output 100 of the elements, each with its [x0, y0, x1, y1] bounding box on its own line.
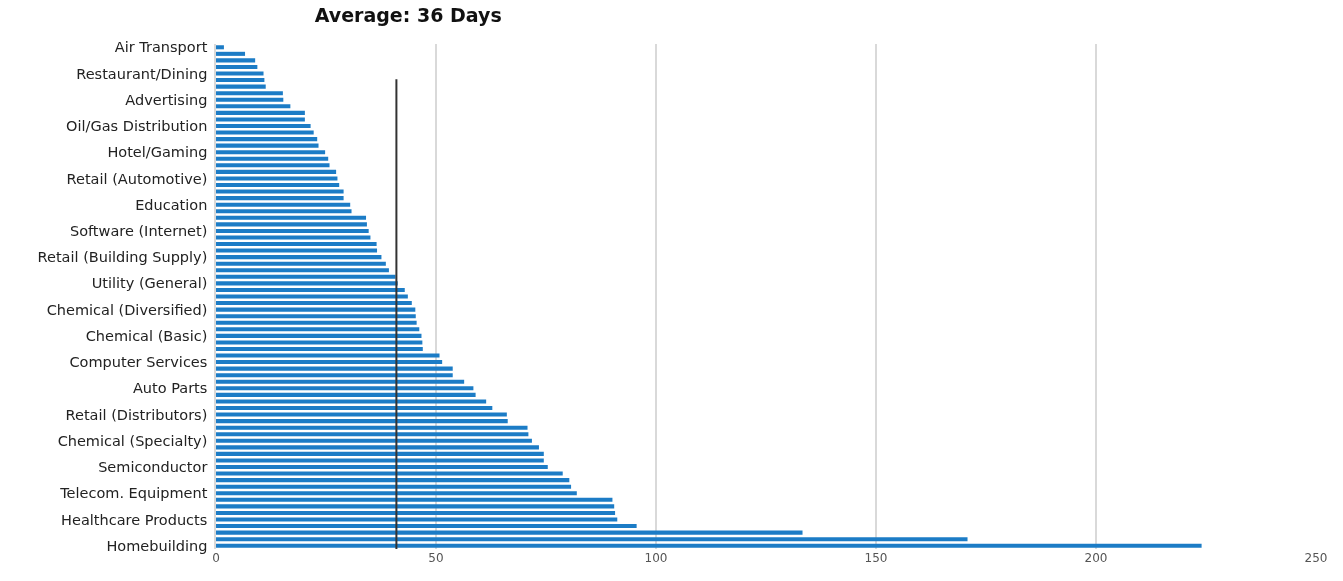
bar	[216, 497, 613, 502]
bar	[216, 156, 329, 161]
bar	[216, 524, 637, 529]
bar	[216, 301, 412, 306]
bar	[216, 412, 507, 417]
bar	[216, 261, 386, 266]
bar	[216, 84, 266, 89]
bar	[216, 196, 344, 201]
x-tick-label: 250	[1304, 551, 1328, 565]
bar	[216, 91, 283, 96]
bar	[216, 228, 369, 233]
bar	[216, 445, 539, 450]
bar	[216, 150, 326, 155]
y-tick-label: Chemical (Specialty)	[57, 432, 208, 449]
y-tick-label: Chemical (Diversified)	[46, 301, 208, 318]
bar	[216, 248, 378, 253]
y-tick-label: Computer Services	[69, 354, 208, 371]
y-tick-label: Advertising	[125, 91, 208, 108]
bar	[216, 491, 577, 496]
bar	[216, 327, 420, 332]
bar	[216, 143, 319, 148]
bar	[216, 373, 453, 378]
bar	[216, 287, 405, 292]
x-tick-label: 0	[212, 551, 220, 565]
bar	[216, 202, 351, 207]
bar	[216, 419, 508, 424]
y-tick-label: Retail (Distributors)	[65, 406, 208, 423]
bar	[216, 169, 337, 174]
bar	[216, 45, 224, 50]
bar	[216, 392, 476, 397]
bar	[216, 464, 548, 470]
bar	[216, 97, 284, 102]
bar	[216, 71, 264, 76]
bar	[216, 353, 440, 358]
bar	[216, 222, 367, 227]
bar	[216, 268, 389, 273]
bar	[216, 504, 615, 509]
bar	[216, 438, 532, 443]
bar	[216, 366, 453, 371]
bar	[216, 242, 377, 247]
bar	[216, 451, 544, 456]
bar	[216, 471, 563, 476]
bar	[216, 432, 529, 437]
bar	[216, 478, 570, 483]
y-tick-label: Homebuilding	[106, 537, 208, 554]
bar	[216, 58, 256, 63]
bar	[216, 314, 416, 319]
bar	[216, 64, 258, 69]
bar	[216, 320, 417, 325]
bar	[216, 543, 1202, 548]
y-tick-label: Restaurant/Dining	[76, 65, 208, 82]
bar	[216, 104, 291, 109]
bar	[216, 130, 314, 135]
x-tick-label: 100	[644, 551, 668, 565]
bar	[216, 235, 371, 240]
bar	[216, 274, 396, 279]
bar	[216, 163, 330, 168]
bar	[216, 182, 340, 188]
bar	[216, 255, 382, 260]
bar	[216, 340, 423, 345]
y-tick-label: Hotel/Gaming	[107, 144, 208, 161]
bar	[216, 209, 352, 214]
bar	[216, 137, 318, 142]
bar	[216, 399, 487, 404]
bar	[216, 117, 305, 122]
bar	[216, 484, 572, 489]
bar	[216, 307, 416, 312]
y-tick-label: Software (Internet)	[69, 222, 208, 239]
bar	[216, 517, 618, 522]
bar	[216, 458, 544, 463]
bar	[216, 333, 422, 338]
x-tick-label: 150	[864, 551, 888, 565]
bar	[216, 530, 803, 535]
bar	[216, 78, 265, 83]
y-tick-label: Chemical (Basic)	[85, 327, 208, 344]
y-tick-label: Oil/Gas Distribution	[66, 118, 208, 135]
bar	[216, 215, 367, 220]
bar	[216, 346, 423, 351]
y-tick-label: Telecom. Equipment	[59, 485, 208, 502]
bar	[216, 123, 311, 129]
bar	[216, 51, 246, 56]
x-tick-label: 50	[428, 551, 444, 565]
y-tick-label: Semiconductor	[98, 459, 208, 476]
chart-title: Average: 36 Days	[314, 4, 502, 27]
bar	[216, 281, 398, 286]
bar	[216, 425, 528, 430]
bar	[216, 176, 338, 181]
bar	[216, 405, 493, 411]
bar	[216, 189, 344, 194]
y-tick-label: Utility (General)	[91, 275, 208, 292]
bar	[216, 110, 305, 115]
y-tick-label: Retail (Automotive)	[66, 170, 208, 187]
bar	[216, 510, 616, 515]
bar	[216, 360, 443, 365]
bar	[216, 386, 474, 391]
bar	[216, 537, 968, 542]
x-tick-label: 200	[1084, 551, 1108, 565]
y-tick-label: Healthcare Products	[61, 511, 208, 528]
y-tick-label: Air Transport	[114, 39, 208, 56]
y-tick-label: Education	[135, 196, 208, 213]
